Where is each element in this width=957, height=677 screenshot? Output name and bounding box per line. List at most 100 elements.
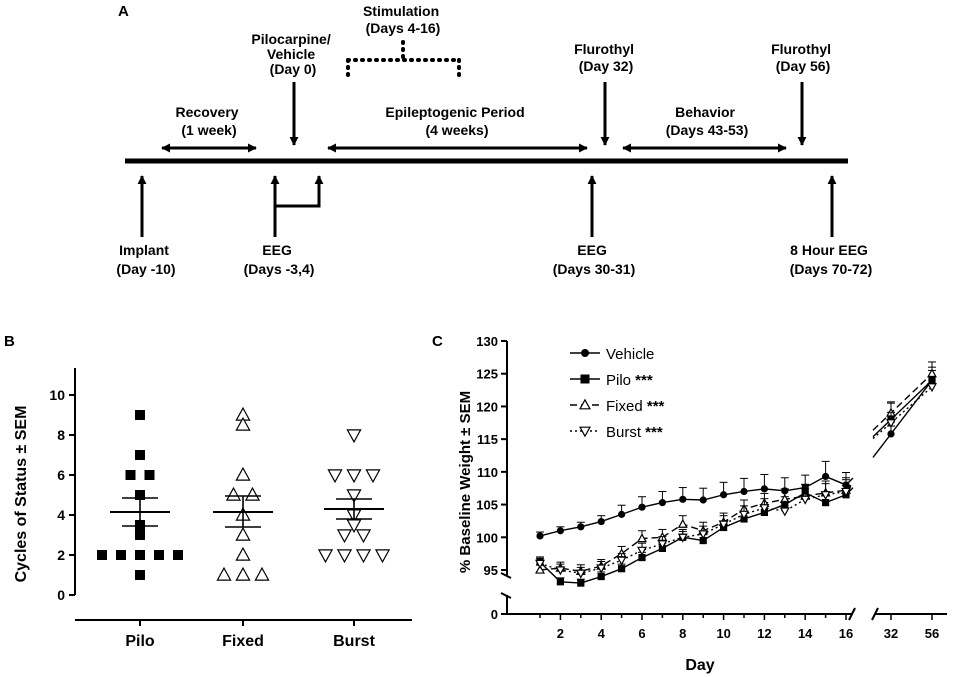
- data-point: [618, 510, 626, 518]
- x-tick-label: 56: [925, 626, 939, 641]
- data-point: [125, 470, 136, 480]
- data-point: [135, 550, 145, 560]
- data-point: [225, 486, 242, 501]
- flurothyl-day56-label: Flurothyl (Day 56): [771, 41, 835, 74]
- y-tick-label: 0: [57, 587, 65, 603]
- x-tick-label: 6: [638, 626, 645, 641]
- data-point: [135, 490, 145, 500]
- data-point: [97, 550, 107, 560]
- data-point: [638, 503, 646, 511]
- y-axis-break: [500, 572, 512, 579]
- group-burst: [317, 429, 391, 564]
- data-point: [346, 519, 362, 534]
- data-point: [556, 527, 565, 535]
- data-point: [317, 549, 334, 564]
- y-tick-label: 95: [484, 563, 498, 578]
- data-point: [658, 499, 667, 507]
- pilocarpine-label: Pilocarpine/ Vehicle (Day 0): [251, 31, 334, 77]
- x-axis-break: [848, 607, 856, 621]
- legend-series-name: Burst: [606, 424, 642, 441]
- stimulation-bracket: [346, 40, 461, 82]
- y-axis-label: Cycles of Status ± SEM: [13, 406, 30, 583]
- data-point: [822, 499, 830, 507]
- data-point: [374, 549, 391, 564]
- legend-label: Pilo ***: [606, 372, 653, 389]
- eeg-day4-branch-arrow: [275, 175, 324, 208]
- legend-series-name: Fixed: [606, 398, 643, 415]
- x-tick-label: 10: [716, 626, 730, 641]
- x-tick-label: 2: [557, 626, 564, 641]
- data-point: [679, 495, 687, 503]
- data-point: [886, 419, 896, 429]
- series-line: [539, 492, 847, 584]
- data-point: [365, 469, 381, 484]
- y-tick-label: 105: [476, 498, 498, 513]
- series-line-late: [872, 379, 933, 438]
- data-point: [577, 579, 585, 587]
- series-line-late: [872, 373, 933, 431]
- recovery-label: Recovery (1 week): [176, 104, 243, 138]
- data-point: [235, 546, 251, 561]
- group-fixed: [213, 406, 273, 581]
- data-point: [235, 526, 251, 541]
- group-pilo: [97, 410, 183, 580]
- data-point: [535, 559, 545, 569]
- y-tick-label: 10: [49, 387, 65, 403]
- legend-label: Burst ***: [606, 424, 663, 441]
- x-tick-label: 4: [598, 626, 606, 641]
- x-tick-label: 12: [757, 626, 771, 641]
- data-point: [346, 469, 362, 484]
- data-point: [887, 430, 895, 438]
- timeline-panel: A Recovery (1 week) Pilocarpine/: [116, 3, 872, 277]
- flurothyl-day32-label: Flurothyl (Day 32): [574, 41, 638, 74]
- legend-label: Fixed ***: [606, 398, 665, 415]
- data-point: [699, 536, 707, 545]
- x-tick-label: Pilo: [125, 633, 155, 650]
- data-point: [355, 549, 372, 564]
- data-point: [822, 472, 830, 481]
- data-point: [616, 556, 627, 566]
- series-burst: [535, 375, 937, 579]
- data-point: [135, 450, 145, 460]
- data-point: [235, 466, 251, 481]
- data-point: [173, 550, 183, 560]
- data-point: [677, 518, 688, 528]
- data-point: [216, 566, 232, 581]
- data-point: [927, 383, 937, 393]
- cycles-panel: B 0 2 4 6 8 10 Cycles of Status ± SEM Pilo Fixed…: [4, 333, 412, 650]
- data-point: [596, 564, 607, 574]
- series-line: [539, 475, 847, 537]
- series-fixed: [535, 361, 937, 575]
- legend-marker: [579, 426, 591, 438]
- data-point: [638, 553, 646, 562]
- panel-label-b: B: [4, 333, 15, 350]
- weight-panel: C 95 100 105 110 115 120 125 130 0 % Baseline Wei…: [432, 333, 947, 674]
- data-point: [820, 491, 831, 501]
- data-point: [698, 530, 709, 540]
- data-point: [841, 487, 851, 497]
- data-point: [535, 564, 545, 574]
- x-axis-break: [871, 607, 879, 621]
- y-tick-label: 130: [476, 334, 498, 349]
- x-tick-label: Fixed: [222, 633, 264, 650]
- series-line: [539, 489, 847, 573]
- data-point: [154, 550, 164, 560]
- y-tick-label: 115: [477, 432, 498, 447]
- data-point: [575, 569, 586, 579]
- x-tick-label: 8: [679, 626, 686, 641]
- data-point: [657, 540, 668, 550]
- x-tick-label: Burst: [333, 633, 375, 650]
- data-point: [637, 546, 647, 556]
- legend-series-name: Pilo: [606, 372, 631, 389]
- y-tick-label: 110: [477, 465, 498, 480]
- data-point: [577, 523, 585, 531]
- y-tick-label: 0: [491, 607, 498, 622]
- y-tick-label: 8: [57, 427, 65, 443]
- panel-label-a: A: [118, 3, 129, 20]
- y-tick-label: 125: [476, 367, 498, 382]
- stimulation-label: Stimulation (Days 4-16): [363, 3, 443, 36]
- legend-significance: ***: [631, 372, 653, 389]
- data-point: [759, 504, 770, 514]
- epileptogenic-label: Epileptogenic Period (4 weeks): [385, 104, 528, 138]
- data-point: [739, 510, 749, 520]
